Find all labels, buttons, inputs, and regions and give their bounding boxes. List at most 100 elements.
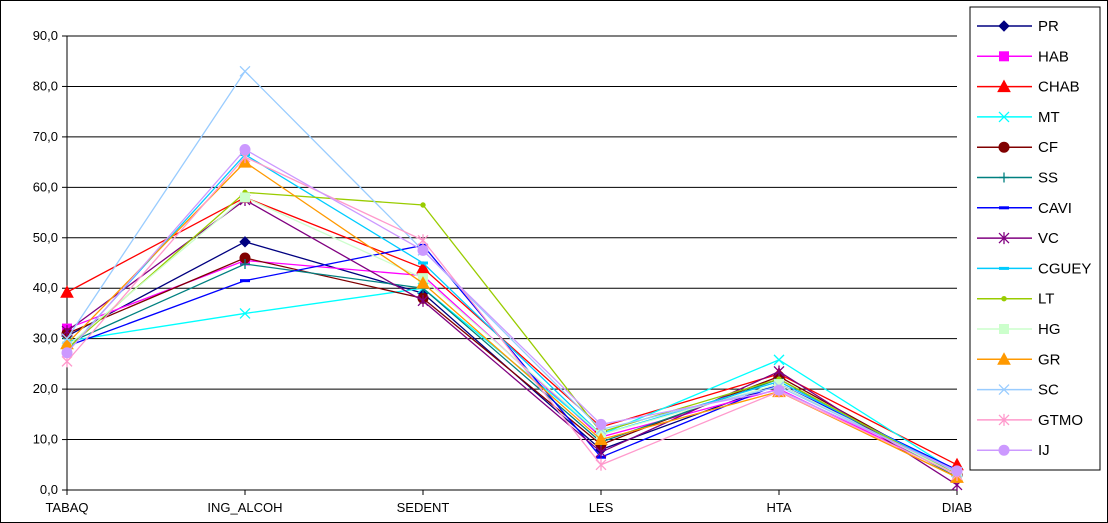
series-ij: [61, 144, 963, 477]
series-line-cguey: [66, 153, 958, 473]
data-point-gtmo: [417, 234, 429, 247]
legend-item-ij: IJ: [977, 442, 1050, 459]
legend-item-mt: MT: [977, 109, 1060, 126]
series-line-gtmo: [66, 156, 958, 476]
y-tick-label: 40,0: [33, 280, 58, 295]
series-line-ij: [66, 148, 958, 472]
y-tick-label: 70,0: [33, 129, 58, 144]
legend-label-ij: IJ: [1038, 442, 1050, 459]
legend-marker-hg: [999, 324, 1009, 334]
legend-label-chab: CHAB: [1038, 79, 1080, 96]
legend-label-mt: MT: [1038, 109, 1060, 126]
legend-marker-mt: [998, 111, 1010, 123]
data-point-vc: [417, 294, 429, 307]
data-point-cguey: [418, 261, 428, 265]
legend-marker-sc: [998, 384, 1010, 396]
legend-label-hab: HAB: [1038, 48, 1069, 65]
data-point-sc: [61, 333, 73, 345]
legend-item-cguey: CGUEY: [977, 260, 1091, 277]
legend-marker-cf: [998, 141, 1010, 153]
y-tick-label: 90,0: [33, 28, 58, 43]
legend-item-chab: CHAB: [977, 79, 1080, 96]
legend-label-ss: SS: [1038, 170, 1058, 187]
data-point-mt: [239, 307, 251, 319]
legend: PR HAB CHAB MT CF SS CAVI VC CGUEY LT HG GR SC GTMO IJ: [969, 6, 1101, 471]
legend-item-vc: VC: [977, 230, 1059, 247]
legend-marker-cguey: [999, 266, 1009, 270]
data-point-ij: [239, 144, 251, 155]
data-point-vc: [595, 446, 607, 459]
legend-item-hab: HAB: [977, 48, 1069, 65]
y-tick-label: 50,0: [33, 230, 58, 245]
data-point-ij: [595, 418, 607, 430]
legend-label-hg: HG: [1038, 321, 1061, 338]
data-point-chab: [416, 261, 430, 274]
legend-marker-lt: [1001, 296, 1007, 302]
legend-label-lt: LT: [1038, 291, 1054, 308]
data-point-vc: [773, 365, 785, 378]
legend-label-gr: GR: [1038, 351, 1061, 368]
data-point-chab: [60, 285, 74, 298]
legend-marker-ss: [999, 172, 1009, 183]
x-tick-label: LES: [589, 500, 614, 515]
series-line-cavi: [66, 244, 958, 471]
legend-marker-gtmo: [998, 413, 1010, 426]
legend-item-pr: PR: [977, 18, 1059, 35]
y-tick-label: 10,0: [33, 432, 58, 447]
legend-marker-hab: [999, 51, 1009, 62]
data-point-gr: [594, 432, 608, 446]
data-point-lt: [420, 202, 426, 208]
y-tick-label: 60,0: [33, 179, 58, 194]
legend-item-hg: HG: [977, 321, 1061, 338]
series-line-sc: [66, 70, 958, 473]
legend-item-cavi: CAVI: [977, 200, 1072, 217]
data-point-ij: [417, 244, 429, 256]
legend-item-sc: SC: [977, 382, 1059, 399]
x-tick-label: HTA: [766, 500, 791, 515]
y-axis-ticks: 0,0 10,0 20,0 30,0 40,0 50,0 60,0 70,0 80,0 90,0: [33, 28, 67, 497]
legend-item-cf: CF: [977, 139, 1058, 156]
legend-label-cguey: CGUEY: [1038, 260, 1091, 277]
legend-label-vc: VC: [1038, 230, 1059, 247]
data-point-gr: [416, 276, 430, 289]
y-tick-label: 80,0: [33, 78, 58, 93]
legend-marker-chab: [997, 79, 1011, 93]
legend-item-gtmo: GTMO: [977, 412, 1083, 429]
series-lines: [60, 65, 964, 491]
series-line-cf: [66, 257, 958, 476]
legend-marker-cavi: [999, 206, 1009, 210]
legend-label-pr: PR: [1038, 18, 1059, 35]
data-point-ij: [951, 465, 963, 477]
legend-label-gtmo: GTMO: [1038, 412, 1083, 429]
legend-marker-gr: [997, 352, 1011, 365]
x-tick-label: SEDENT: [397, 500, 450, 515]
legend-item-ss: SS: [977, 170, 1058, 187]
legend-label-sc: SC: [1038, 382, 1059, 399]
data-point-hg: [240, 192, 250, 203]
series-line-chab: [66, 196, 958, 466]
legend-marker-pr: [998, 20, 1010, 32]
gridlines: [66, 35, 957, 491]
series-line-hg: [66, 196, 958, 476]
data-point-ss: [240, 259, 250, 270]
data-point-ij: [773, 384, 785, 396]
legend-label-cavi: CAVI: [1038, 200, 1072, 217]
y-tick-label: 30,0: [33, 331, 58, 346]
y-tick-label: 20,0: [33, 381, 58, 396]
data-point-ij: [61, 347, 73, 359]
x-tick-label: ING_ALCOH: [207, 500, 282, 515]
data-point-gtmo: [595, 458, 607, 471]
x-axis-ticks: TABAQ ING_ALCOH SEDENT LES HTA DIAB: [45, 490, 972, 515]
data-point-sc: [239, 65, 251, 77]
series-line-lt: [66, 191, 958, 476]
data-point-cavi: [240, 279, 250, 283]
x-tick-label: DIAB: [942, 500, 972, 515]
legend-marker-vc: [998, 232, 1010, 245]
data-point-mt: [773, 354, 785, 366]
x-tick-label: TABAQ: [45, 500, 88, 515]
legend-item-lt: LT: [977, 291, 1054, 308]
legend-label-cf: CF: [1038, 139, 1058, 156]
legend-marker-ij: [998, 444, 1010, 456]
